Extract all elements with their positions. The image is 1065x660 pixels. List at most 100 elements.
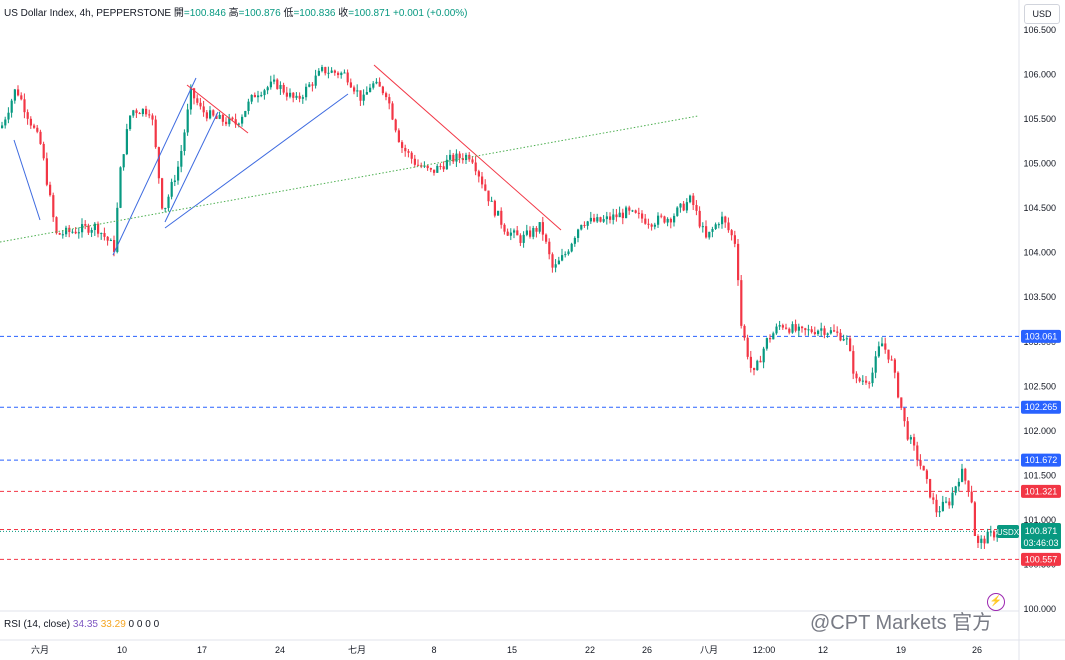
candle-body: [122, 154, 125, 168]
candle-body: [13, 89, 16, 101]
candle-body: [365, 92, 368, 95]
candle-body: [807, 329, 810, 331]
candle-body: [260, 95, 263, 97]
candle-body: [353, 87, 356, 92]
candle-body: [599, 217, 602, 222]
candle-body: [980, 538, 983, 543]
candle-body: [180, 150, 183, 167]
candle-body: [701, 226, 704, 228]
time-tick-label: 12: [818, 645, 828, 655]
candle-body: [429, 168, 432, 170]
candle-body: [845, 338, 848, 340]
candle-body: [692, 195, 695, 206]
candle-body: [647, 223, 650, 225]
candle-body: [721, 216, 724, 225]
candle-body: [628, 207, 631, 211]
candle-body: [929, 479, 932, 498]
candle-body: [826, 333, 829, 335]
candle-body: [535, 228, 538, 232]
candle-body: [244, 111, 247, 117]
candle-body: [308, 84, 311, 87]
rsi-zeros: 0 0 0 0: [128, 619, 160, 630]
trendline-red-1: [186, 84, 249, 134]
candle-body: [1, 125, 4, 128]
candle-body: [641, 213, 644, 219]
candle-body: [836, 331, 839, 333]
candle-body: [503, 224, 506, 232]
candle-body: [954, 486, 957, 493]
candle-body: [100, 233, 103, 235]
lightning-icon[interactable]: ⚡: [987, 593, 1005, 611]
candle-body: [186, 109, 189, 133]
candle-body: [311, 84, 314, 86]
trendline-red-2: [373, 64, 562, 231]
candle-body: [199, 102, 202, 107]
candle-body: [925, 470, 928, 480]
candle-body: [33, 125, 36, 128]
candle-body: [449, 154, 452, 160]
level-label-text: 103.061: [1025, 331, 1058, 341]
candle-body: [839, 332, 842, 341]
candle-body: [285, 92, 288, 97]
candle-body: [513, 230, 516, 233]
candle-body: [852, 351, 855, 374]
level-label-box: [1021, 453, 1061, 467]
candle-body: [871, 372, 874, 384]
candle-body: [868, 382, 871, 384]
candle-body: [81, 224, 84, 233]
candle-body: [340, 72, 343, 76]
price-tick-label: 106.500: [1023, 25, 1056, 35]
price-tick-label: 102.500: [1023, 381, 1056, 391]
candle-body: [247, 101, 250, 112]
candle-body: [497, 210, 500, 216]
candle-body: [746, 337, 749, 357]
candle-body: [292, 92, 295, 98]
level-label-box: [1021, 552, 1061, 566]
candle-body: [266, 87, 269, 91]
candle-body: [858, 378, 861, 382]
candle-body: [343, 72, 346, 74]
candle-body: [753, 367, 756, 371]
candle-body: [791, 324, 794, 333]
candle-body: [567, 251, 570, 255]
candle-body: [727, 222, 730, 231]
currency-button[interactable]: USD: [1024, 4, 1060, 24]
candle-body: [58, 233, 61, 235]
open-value: =100.846: [183, 8, 226, 19]
candle-body: [740, 280, 743, 326]
candle-body: [196, 98, 199, 103]
candle-body: [884, 343, 887, 350]
candle-body: [356, 90, 359, 92]
current-symbol-tag: [997, 525, 1019, 538]
candle-body: [714, 224, 717, 229]
candle-body: [327, 72, 330, 74]
candle-body: [762, 348, 765, 363]
candle-body: [484, 184, 487, 191]
candle-body: [557, 260, 560, 265]
candle-body: [228, 117, 231, 125]
candle-body: [932, 497, 935, 500]
candle-body: [785, 327, 788, 329]
trendline-blue-2: [112, 77, 197, 256]
candle-body: [650, 224, 653, 227]
candle-body: [349, 82, 352, 88]
candle-body: [65, 227, 68, 235]
candle-body: [231, 117, 234, 120]
price-tick-label: 101.500: [1023, 470, 1056, 480]
candle-body: [369, 87, 372, 93]
candle-body: [90, 229, 93, 233]
candle-body: [554, 264, 557, 268]
candle-body: [634, 210, 637, 213]
candle-body: [397, 130, 400, 143]
candle-body: [119, 167, 122, 208]
candle-body: [250, 94, 253, 102]
price-tick-label: 105.500: [1023, 114, 1056, 124]
candle-body: [689, 195, 692, 203]
level-label-text: 100.557: [1025, 554, 1058, 564]
candle-body: [705, 226, 708, 238]
candle-body: [157, 147, 160, 179]
candle-body: [301, 97, 304, 99]
level-label-text: 101.672: [1025, 455, 1058, 465]
candle-body: [129, 115, 132, 130]
